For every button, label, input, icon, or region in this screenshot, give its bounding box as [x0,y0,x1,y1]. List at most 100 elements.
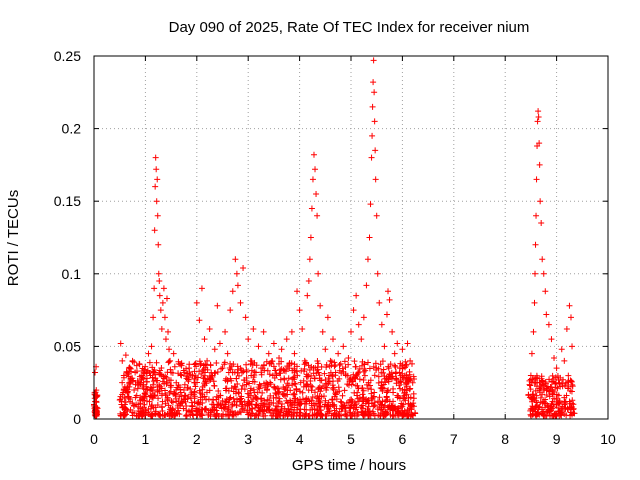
dense-data-point [303,381,310,388]
data-point [543,311,550,318]
dense-data-point [540,382,547,389]
dense-data-point [223,375,230,382]
dense-data-point [356,394,363,401]
data-point [125,365,132,372]
dense-data-point [308,372,315,379]
dense-data-point [380,366,387,373]
data-point [383,311,390,318]
dense-data-point [394,394,401,401]
dense-data-point [259,389,266,396]
data-point [250,325,257,332]
data-point [374,270,381,277]
data-point [291,350,298,357]
dense-data-point [331,401,338,408]
dense-data-point [532,403,539,410]
dense-data-point [261,403,268,410]
data-point [160,285,167,292]
dense-data-point [184,384,191,391]
data-point [276,408,283,415]
data-point [545,321,552,328]
dense-data-point [233,402,240,409]
data-point [376,299,383,306]
data-point [567,314,574,321]
data-points [91,57,576,418]
dense-data-point [182,398,189,405]
dense-data-point [120,411,127,418]
dense-data-point [239,382,246,389]
dense-data-point [404,413,411,420]
data-point [117,340,124,347]
dense-data-point [245,394,252,401]
dense-data-point [402,397,409,404]
dense-data-point [330,386,337,393]
dense-data-point [256,381,263,388]
dense-data-point [359,385,366,392]
dense-data-point [375,365,382,372]
dense-data-point [124,369,131,376]
data-point [378,321,385,328]
dense-data-point [191,398,198,405]
dense-data-point [297,388,304,395]
dense-data-point [248,367,255,374]
x-tick-label: 9 [553,431,561,447]
data-point [147,372,154,379]
data-point [151,227,158,234]
dense-data-point [280,366,287,373]
data-point [368,154,375,161]
data-point [124,389,131,396]
dense-data-point [365,412,372,419]
dense-data-point [300,377,307,384]
dense-data-point [317,388,324,395]
x-axis-label: GPS time / hours [292,457,406,474]
dense-data-point [396,385,403,392]
dense-data-point [525,391,532,398]
dense-data-point [196,387,203,394]
dense-data-point [227,394,234,401]
dense-data-point [210,397,217,404]
data-point [396,365,403,372]
dense-data-points [91,357,578,420]
dense-data-point [251,389,258,396]
dense-data-point [558,405,565,412]
dense-data-point [133,392,140,399]
dense-data-point [284,391,291,398]
dense-data-point [121,395,128,402]
dense-data-point [263,387,270,394]
data-point [155,270,162,277]
x-tick-label: 7 [450,431,458,447]
data-point [148,343,155,350]
data-point [556,379,563,386]
dense-data-point [243,361,250,368]
dense-data-point [156,411,163,418]
data-point [314,212,321,219]
dense-data-point [378,382,385,389]
data-point [532,270,539,277]
data-point [245,336,252,343]
dense-data-point [247,387,254,394]
dense-data-point [306,367,313,374]
data-point [137,394,144,401]
data-point [337,398,344,405]
data-point [386,296,393,303]
dense-data-point [398,379,405,386]
dense-data-point [532,411,539,418]
data-point [163,295,170,302]
dense-data-point [545,403,552,410]
dense-data-point [318,393,325,400]
dense-data-point [361,361,368,368]
dense-data-point [250,396,257,403]
dense-data-point [189,402,196,409]
dense-data-point [146,359,153,366]
dense-data-point [302,396,309,403]
dense-data-point [234,369,241,376]
dense-data-point [391,362,398,369]
dense-data-point [377,406,384,413]
data-point [353,292,360,299]
data-point [409,379,416,386]
data-point [132,369,139,376]
data-point [315,270,322,277]
dense-data-point [248,410,255,417]
dense-data-point [294,372,301,379]
data-point [252,369,259,376]
dense-data-point [309,383,316,390]
